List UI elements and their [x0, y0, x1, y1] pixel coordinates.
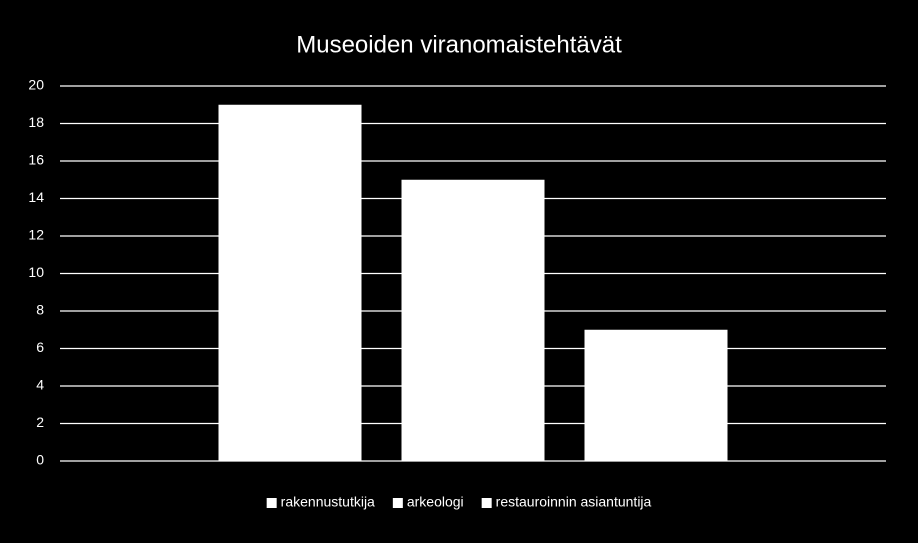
legend-swatch: [266, 498, 277, 508]
legend-label: rakennustutkija: [281, 494, 375, 510]
y-tick-label: 20: [28, 77, 44, 93]
legend-swatch: [392, 498, 403, 508]
y-tick-label: 18: [28, 114, 44, 130]
legend-label: restauroinnin asiantuntija: [496, 494, 652, 510]
y-tick-label: 6: [36, 339, 44, 355]
y-tick-label: 14: [28, 189, 44, 205]
legend-swatch: [481, 498, 492, 508]
bar: [218, 104, 362, 461]
legend-label: arkeologi: [407, 494, 464, 510]
y-tick-label: 12: [28, 227, 44, 243]
y-tick-label: 4: [36, 377, 44, 393]
y-tick-label: 16: [28, 152, 44, 168]
y-tick-label: 10: [28, 264, 44, 280]
y-tick-label: 0: [36, 452, 44, 468]
y-tick-label: 8: [36, 302, 44, 318]
bar: [584, 329, 728, 461]
chart-title: Museoiden viranomaistehtävät: [296, 31, 622, 58]
y-tick-label: 2: [36, 414, 44, 430]
bar: [401, 179, 545, 461]
